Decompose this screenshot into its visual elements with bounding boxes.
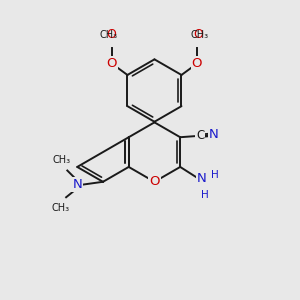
Text: O: O — [149, 175, 160, 188]
Text: O: O — [192, 57, 202, 70]
Text: O: O — [107, 57, 117, 70]
Text: O: O — [193, 28, 203, 41]
Text: CH₃: CH₃ — [100, 30, 118, 40]
Text: N: N — [197, 172, 207, 185]
Text: CH₃: CH₃ — [191, 30, 209, 40]
Text: N: N — [209, 128, 219, 141]
Text: CH₃: CH₃ — [52, 202, 70, 213]
Text: H: H — [201, 190, 208, 200]
Text: C: C — [196, 129, 205, 142]
Text: N: N — [73, 178, 82, 191]
Text: O: O — [106, 28, 116, 41]
Text: H: H — [212, 170, 219, 180]
Text: CH₃: CH₃ — [53, 155, 71, 165]
